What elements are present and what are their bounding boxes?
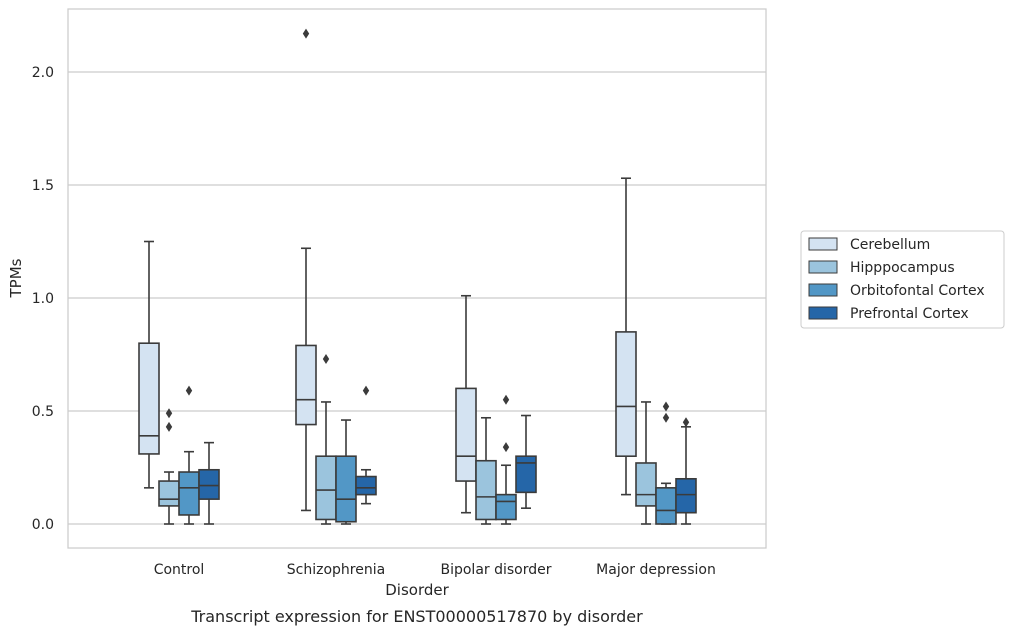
box-hipppocampus	[635, 401, 657, 525]
x-axis-ticks: Control Schizophrenia Bipolar disorder Majo…	[154, 562, 716, 578]
legend-label: Hipppocampus	[850, 260, 955, 276]
legend-swatch	[808, 237, 838, 251]
box-groups	[138, 28, 697, 525]
x-tick-label: Control	[154, 562, 205, 578]
outlier-point	[662, 412, 670, 423]
box-body	[355, 475, 377, 496]
box-body	[335, 455, 357, 523]
box-body	[615, 331, 637, 457]
chart-caption: Transcript expression for ENST0000051787…	[190, 607, 643, 626]
box-orbitofontal-cortex	[335, 419, 357, 525]
box-orbitofontal-cortex	[495, 394, 517, 525]
outlier-point	[502, 442, 510, 453]
box-body	[138, 342, 160, 455]
box-prefrontal-cortex	[515, 414, 537, 509]
box-body	[495, 493, 517, 521]
y-tick-label: 0.5	[32, 404, 54, 420]
legend-swatch	[808, 260, 838, 274]
box-cerebellum	[138, 240, 160, 489]
legend-swatch	[808, 283, 838, 297]
outlier-point	[502, 394, 510, 405]
box-prefrontal-cortex	[675, 417, 697, 525]
outlier-point	[662, 401, 670, 412]
box-cerebellum	[455, 294, 477, 514]
x-tick-label: Major depression	[596, 562, 716, 578]
box-body	[635, 462, 657, 507]
outlier-point	[165, 408, 173, 419]
x-axis-label: Disorder	[385, 581, 449, 599]
legend-frame	[800, 230, 1005, 329]
box-body	[198, 468, 220, 500]
box-cerebellum	[615, 177, 637, 496]
box-hipppocampus	[158, 408, 180, 525]
outlier-point	[322, 354, 330, 365]
box-body	[178, 471, 200, 516]
x-tick-label: Schizophrenia	[287, 562, 385, 578]
outlier-point	[165, 421, 173, 432]
box-body	[675, 477, 697, 514]
y-tick-label: 1.0	[32, 291, 54, 307]
y-tick-label: 0.0	[32, 517, 54, 533]
box-hipppocampus	[315, 354, 337, 525]
outlier-point	[682, 417, 690, 428]
box-body	[515, 455, 537, 494]
outlier-point	[302, 28, 310, 39]
box-orbitofontal-cortex	[178, 385, 200, 525]
outlier-point	[362, 385, 370, 396]
box-hipppocampus	[475, 416, 497, 525]
box-body	[158, 480, 180, 507]
plot-area-frame	[67, 8, 767, 549]
y-axis-ticks: 0.0 0.5 1.0 1.5 2.0	[32, 65, 54, 533]
legend-label: Cerebellum	[850, 237, 930, 253]
legend-label: Prefrontal Cortex	[850, 306, 969, 322]
box-cerebellum	[295, 28, 317, 512]
outlier-point	[185, 385, 193, 396]
y-axis-label: TPMs	[7, 258, 25, 298]
y-tick-label: 2.0	[32, 65, 54, 81]
legend-swatch	[808, 306, 838, 320]
box-prefrontal-cortex	[198, 441, 220, 525]
box-body	[455, 387, 477, 482]
y-tick-label: 1.5	[32, 178, 54, 194]
box-body	[295, 344, 317, 426]
legend: Cerebellum Hipppocampus Orbitofontal Corte…	[800, 230, 1005, 329]
box-prefrontal-cortex	[355, 385, 377, 505]
box-body	[315, 455, 337, 521]
x-tick-label: Bipolar disorder	[440, 562, 551, 578]
box-body	[475, 459, 497, 521]
legend-label: Orbitofontal Cortex	[850, 283, 985, 299]
box-body	[655, 487, 677, 525]
